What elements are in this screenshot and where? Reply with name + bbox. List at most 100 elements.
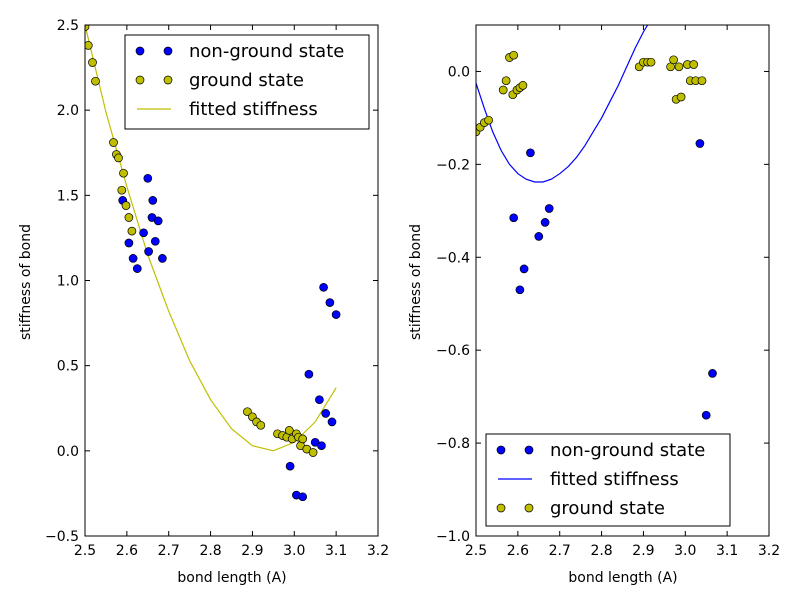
- non-ground-state-marker: [304, 369, 314, 379]
- non-ground-state-marker: [317, 441, 326, 451]
- ground-state-marker: [689, 60, 699, 69]
- ground-state-marker: [85, 41, 93, 50]
- x-tick-label: 3.1: [325, 543, 347, 559]
- non-ground-state-marker: [139, 228, 148, 238]
- x-tick-label: 2.7: [158, 543, 180, 559]
- legend: non-ground state fitted stiffness ground s…: [485, 433, 731, 527]
- non-ground-state-marker: [124, 238, 134, 248]
- data-layer: [476, 25, 717, 420]
- y-tick-label: 0.0: [448, 64, 470, 80]
- non-ground-state-marker: [128, 254, 138, 263]
- ground-state-marker: [124, 213, 134, 222]
- ground-state-marker: [509, 50, 519, 60]
- x-tick-label: 3.2: [367, 543, 389, 559]
- non-ground-state-marker: [325, 298, 335, 307]
- x-tick-label: 3.1: [716, 543, 738, 559]
- ground-state-marker: [256, 420, 266, 430]
- y-tick-label: −0.4: [436, 250, 470, 266]
- y-tick-label: 2.0: [57, 103, 79, 119]
- non-ground-state-marker: [695, 139, 705, 148]
- right-plot-panel: 2.5 2.6 2.7 2.8 2.9 3.0 3.1 3.2 −1.0 −0.8 −0.6 −0.4…: [436, 24, 780, 559]
- legend-label: non-ground state: [189, 41, 344, 62]
- ground-state-marker: [669, 55, 678, 65]
- ground-state-marker: [85, 25, 90, 32]
- ground-state-marker: [498, 85, 508, 95]
- ground-state-marker: [298, 434, 308, 444]
- y-tick-label: 1.0: [57, 274, 79, 290]
- legend-label: ground state: [189, 70, 304, 91]
- y-tick-label: 1.5: [57, 188, 79, 204]
- non-ground-state-marker: [143, 173, 153, 183]
- legend-label: fitted stiffness: [550, 469, 679, 490]
- x-tick-label: 3.2: [758, 543, 780, 559]
- legend: non-ground state ground state fitted stiff…: [124, 34, 370, 130]
- non-ground-state-marker: [519, 264, 529, 274]
- y-tick-label: 0.0: [57, 444, 79, 460]
- left-x-axis-label: bond length (A): [177, 570, 286, 586]
- ground-state-marker: [308, 448, 318, 457]
- left-plot-panel: 2.5 2.6 2.7 2.8 2.9 3.0 3.1 3.2 −0.5 0.0 0.5 1.0 1.5…: [45, 18, 389, 559]
- y-tick-label: −0.5: [45, 529, 79, 545]
- data-layer: [85, 25, 341, 502]
- y-tick-label: −0.2: [436, 157, 470, 173]
- non-ground-state-marker: [285, 461, 295, 471]
- left-y-axis-label: stiffness of bond: [18, 224, 34, 340]
- plot-frame: [475, 24, 770, 537]
- non-ground-state-marker: [540, 218, 550, 227]
- ground-state-marker: [697, 76, 707, 86]
- non-ground-state-marker: [544, 204, 554, 213]
- right-y-axis-label: stiffness of bond: [408, 224, 424, 340]
- x-tick-label: 2.9: [241, 543, 263, 559]
- legend-ground-state-marker: [496, 503, 506, 513]
- x-tick-label: 3.0: [674, 543, 696, 559]
- ground-state-marker: [121, 201, 131, 210]
- legend-non-ground-state-marker: [496, 445, 506, 455]
- non-ground-state-marker: [319, 282, 328, 292]
- non-ground-state-marker: [158, 254, 167, 263]
- ground-state-marker: [484, 115, 493, 125]
- non-ground-state-marker: [509, 213, 519, 223]
- x-tick-label: 2.7: [549, 543, 571, 559]
- x-tick-label: 2.6: [507, 543, 529, 559]
- y-tick-label: 2.5: [57, 18, 79, 34]
- legend-ground-state-marker: [135, 75, 145, 85]
- legend-non-ground-state-marker: [135, 46, 145, 56]
- x-tick-label: 2.9: [632, 543, 654, 559]
- non-ground-state-marker: [331, 310, 341, 319]
- non-ground-state-marker: [298, 492, 308, 502]
- y-tick-label: −0.6: [436, 343, 470, 359]
- ground-state-marker: [91, 76, 100, 86]
- legend-non-ground-state-marker: [524, 445, 534, 455]
- ground-state-marker: [114, 153, 123, 163]
- non-ground-state-marker: [150, 236, 160, 246]
- non-ground-state-marker: [148, 196, 158, 205]
- fitted-stiffness-line: [476, 25, 649, 183]
- legend-ground-state-marker: [524, 503, 534, 513]
- x-tick-label: 2.8: [199, 543, 221, 559]
- ground-state-marker: [284, 426, 294, 435]
- non-ground-state-marker: [132, 264, 142, 273]
- right-x-axis-label: bond length (A): [568, 570, 677, 586]
- x-tick-label: 2.8: [590, 543, 612, 559]
- ground-state-marker: [501, 76, 511, 86]
- non-ground-state-marker: [701, 410, 711, 420]
- ground-state-marker: [88, 58, 97, 67]
- plot-frame: [84, 24, 379, 537]
- ground-state-marker: [127, 226, 137, 236]
- non-ground-state-marker: [526, 148, 535, 158]
- legend-label: non-ground state: [550, 440, 705, 461]
- legend-label: fitted stiffness: [189, 99, 318, 120]
- non-ground-state-marker: [327, 417, 337, 427]
- ground-state-marker: [646, 57, 656, 67]
- legend-label: ground state: [550, 498, 665, 519]
- non-ground-state-marker: [315, 395, 324, 405]
- x-tick-label: 2.5: [74, 543, 96, 559]
- non-ground-state-marker: [708, 369, 717, 378]
- non-ground-state-marker: [534, 232, 544, 241]
- x-tick-label: 3.0: [283, 543, 305, 559]
- ground-state-marker: [518, 81, 528, 90]
- y-tick-label: −1.0: [436, 529, 470, 545]
- y-tick-label: −0.8: [436, 436, 470, 452]
- non-ground-state-marker: [321, 409, 331, 418]
